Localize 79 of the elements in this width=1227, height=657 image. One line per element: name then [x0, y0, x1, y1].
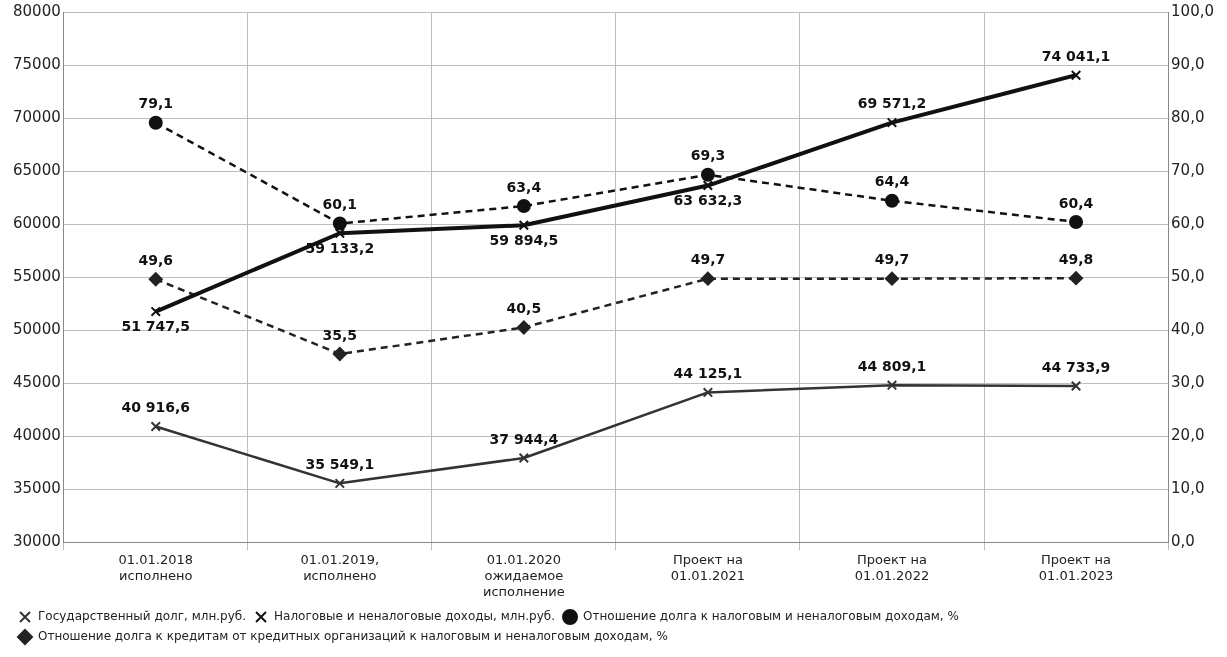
data-label: 63 632,3 [673, 192, 743, 209]
x-tick-label: 01.01.2019, исполнено [300, 552, 380, 583]
y-tick-label: 80000 [13, 1, 61, 20]
point [332, 216, 347, 231]
legend-label: Государственный долг, млн.руб. [38, 609, 247, 624]
legend-label: Отношение долга к кредитам от кредитных организаций к налоговым и неналоговым доходам, % [38, 629, 668, 644]
point [518, 452, 530, 464]
point [1069, 214, 1084, 229]
point [150, 421, 161, 432]
y-tick-label: 70000 [13, 107, 61, 126]
y2-tick-label: 80,0 [1171, 107, 1205, 126]
point [148, 115, 163, 130]
y-tick-label: 75000 [13, 54, 61, 73]
legend-label: Отношение долга к налоговым и неналоговым доходам, % [583, 609, 959, 624]
y2-tick-label: 70,0 [1171, 160, 1205, 179]
y-tick-label: 45000 [13, 373, 61, 392]
data-label: 49,6 [138, 251, 174, 268]
data-label: 44 733,9 [1041, 358, 1111, 375]
point [1070, 380, 1082, 392]
data-label: 44 125,1 [673, 365, 743, 382]
x-tick-label: Проект на 01.01.2021 [670, 552, 746, 583]
point [1069, 271, 1084, 286]
y-tick-label: 30000 [13, 532, 61, 551]
data-label: 69 571,2 [857, 95, 927, 112]
y2-tick-label: 30,0 [1171, 373, 1205, 392]
data-label: 60,4 [1058, 194, 1094, 211]
data-label: 40,5 [506, 300, 542, 317]
y2-tick-label: 40,0 [1171, 320, 1205, 339]
point [518, 219, 530, 231]
data-label: 64,4 [874, 173, 910, 190]
data-label: 40 916,6 [121, 399, 191, 416]
y2-tick-label: 20,0 [1171, 426, 1205, 445]
y2-tick-label: 100,0 [1171, 1, 1215, 20]
data-label: 60,1 [322, 196, 358, 213]
point [702, 180, 714, 191]
point [334, 478, 346, 489]
y-tick-label: 50000 [13, 320, 61, 339]
x-tick-label: 01.01.2018 исполнено [118, 552, 193, 583]
x-tick-label: Проект на 01.01.2023 [1038, 552, 1114, 583]
x-tick-label: Проект на 01.01.2022 [854, 552, 930, 583]
y-tick-label: 55000 [13, 266, 61, 285]
point [332, 346, 347, 361]
data-label: 79,1 [138, 95, 174, 112]
y-tick-label: 35000 [13, 479, 61, 498]
point [884, 193, 899, 208]
point [148, 272, 163, 287]
point [886, 117, 898, 128]
data-label: 49,7 [874, 251, 910, 268]
y-tick-label: 40000 [13, 426, 61, 445]
data-label: 74 041,1 [1041, 47, 1111, 64]
point [516, 320, 531, 335]
y2-tick-label: 60,0 [1171, 213, 1205, 232]
point [150, 306, 161, 317]
point [700, 271, 715, 286]
data-label: 37 944,4 [489, 430, 559, 447]
y2-tick-label: 0,0 [1171, 532, 1195, 551]
x-tick-label: 01.01.2020 ожидаемое исполнение [482, 552, 565, 599]
data-label: 49,8 [1058, 250, 1094, 267]
data-label: 44 809,1 [857, 357, 927, 374]
data-label: 59 894,5 [489, 231, 559, 248]
point [700, 167, 715, 182]
point [1070, 69, 1082, 81]
data-label: 35,5 [322, 326, 358, 343]
y-tick-label: 65000 [13, 160, 61, 179]
point [884, 271, 899, 286]
point [702, 387, 714, 398]
point [334, 228, 346, 239]
legend-label: Налоговые и неналоговые доходы, млн.руб. [274, 609, 556, 624]
data-label: 51 747,5 [121, 318, 191, 335]
y2-tick-label: 10,0 [1171, 479, 1205, 498]
data-label: 63,4 [506, 178, 542, 195]
point [516, 199, 531, 214]
data-label: 49,7 [690, 251, 726, 268]
y-tick-label: 60000 [13, 213, 61, 232]
data-label: 69,3 [690, 147, 726, 164]
y2-tick-label: 90,0 [1171, 54, 1205, 73]
point [886, 379, 898, 391]
data-label: 35 549,1 [305, 456, 375, 472]
y2-tick-label: 50,0 [1171, 266, 1205, 285]
